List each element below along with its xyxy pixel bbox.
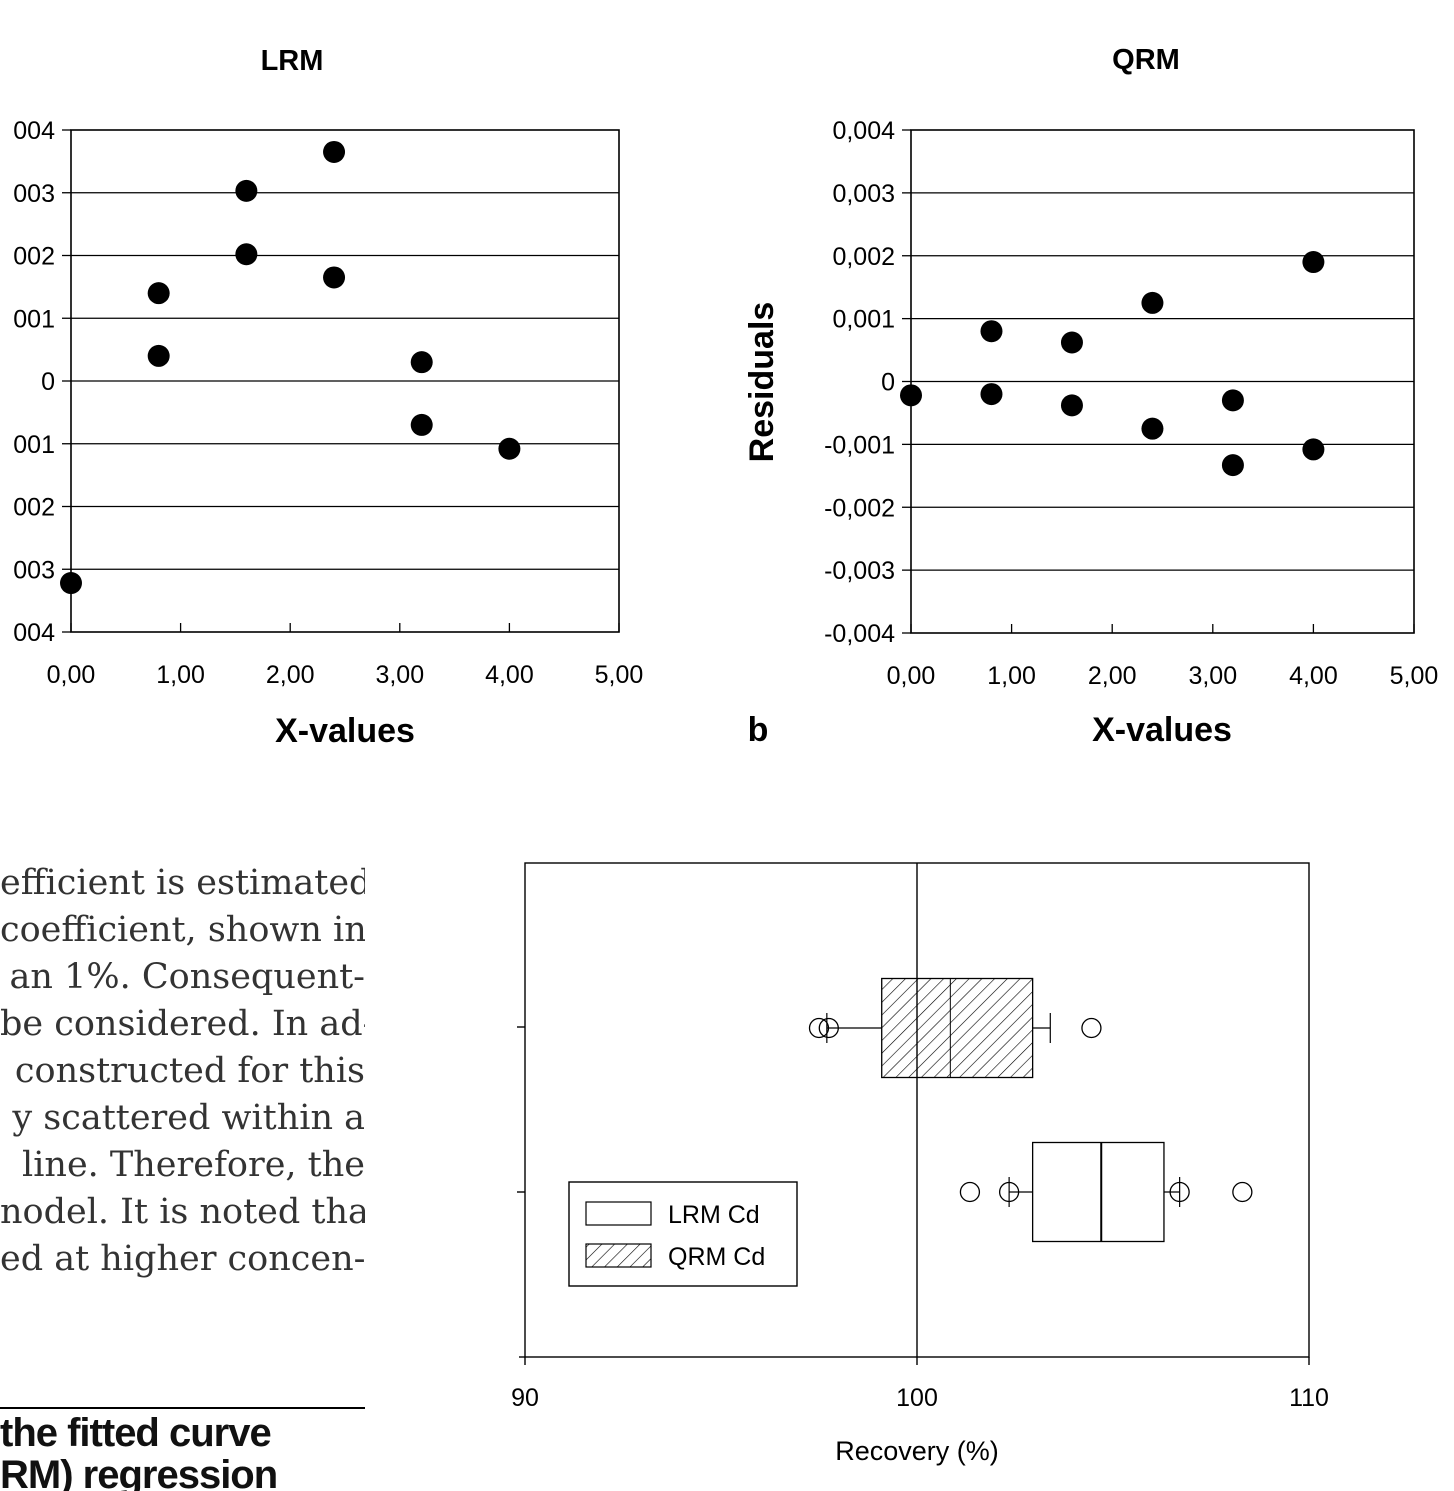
body-text-line: line. Therefore, the bbox=[22, 1145, 365, 1185]
body-text-line: ed at higher concen- bbox=[0, 1239, 365, 1279]
data-point bbox=[900, 384, 922, 407]
legend-label-lrm-cd: LRM Cd bbox=[668, 1201, 760, 1229]
box-lrm-cd bbox=[959, 1141, 1253, 1243]
x-tick-label: 2,00 bbox=[1088, 662, 1137, 690]
caption-line: the fitted curve bbox=[0, 1412, 272, 1455]
body-text-line: y scattered within a bbox=[12, 1098, 365, 1138]
data-point bbox=[1221, 454, 1244, 477]
y-tick-label: 0,004 bbox=[832, 117, 895, 145]
x-tick-label: 0,00 bbox=[887, 662, 936, 690]
data-point bbox=[147, 344, 170, 367]
y-tick-label: 001 bbox=[13, 431, 55, 459]
y-tick-label: 0,001 bbox=[832, 306, 895, 334]
data-point bbox=[323, 266, 346, 289]
box-plot-x-axis-label: Recovery (%) bbox=[835, 1436, 999, 1466]
y-tick-label: -0,001 bbox=[824, 431, 895, 459]
outlier-point bbox=[959, 1181, 981, 1203]
x-tick-label: 5,00 bbox=[1390, 662, 1439, 690]
body-text-line: be considered. In ad- bbox=[0, 1004, 365, 1044]
box-iqr bbox=[881, 977, 1034, 1079]
qrm-y-axis-label: Residuals bbox=[743, 302, 781, 463]
x-tick-label: 1,00 bbox=[987, 662, 1036, 690]
recovery-box-plot: 90 100 110 Recovery (%) LRM Cd QRM Cd bbox=[511, 862, 1329, 1466]
box-iqr bbox=[1031, 1141, 1165, 1243]
data-point bbox=[323, 140, 346, 163]
data-point bbox=[1302, 438, 1325, 461]
body-text-line: nodel. It is noted that bbox=[0, 1192, 365, 1232]
outlier-point bbox=[818, 1017, 839, 1039]
y-tick-label: 0 bbox=[41, 368, 55, 396]
data-point bbox=[498, 437, 521, 460]
legend-swatch-qrm-cd bbox=[585, 1243, 652, 1268]
x-tick-label: 100 bbox=[896, 1384, 938, 1412]
y-tick-label: 003 bbox=[13, 180, 55, 208]
y-tick-label: 001 bbox=[13, 305, 55, 333]
figure-caption: the fitted curve RM) regression bbox=[0, 1412, 365, 1491]
qrm-x-axis-label: X-values bbox=[1092, 711, 1232, 749]
data-point bbox=[1141, 291, 1164, 314]
lrm-x-axis-label: X-values bbox=[275, 712, 415, 750]
body-text-line: an 1%. Consequent- bbox=[9, 957, 365, 997]
body-text-line: coefficient, shown in bbox=[0, 910, 365, 950]
body-text-line: efficient is estimated. bbox=[0, 863, 365, 903]
y-tick-label: 0,002 bbox=[832, 243, 895, 271]
x-tick-label: 2,00 bbox=[266, 661, 315, 689]
data-point bbox=[1060, 394, 1083, 417]
y-tick-label: 0 bbox=[881, 369, 895, 397]
data-point bbox=[1060, 331, 1083, 354]
data-point bbox=[147, 282, 170, 305]
x-tick-label: 5,00 bbox=[595, 661, 644, 689]
data-point bbox=[1141, 417, 1164, 440]
x-tick-label: 1,00 bbox=[156, 661, 205, 689]
data-point bbox=[410, 413, 433, 436]
lrm-chart-title: LRM bbox=[261, 45, 324, 77]
data-point bbox=[235, 243, 258, 266]
legend-frame bbox=[568, 1181, 798, 1287]
qrm-residual-chart: QRM 0,004 0,003 0,002 0,001 0 -0,001 -0,002 -0,… bbox=[743, 44, 1438, 749]
y-tick-label: 004 bbox=[13, 619, 55, 647]
y-tick-label: 004 bbox=[13, 117, 55, 145]
box-plot-legend: LRM Cd QRM Cd bbox=[568, 1181, 798, 1287]
x-tick-label: 90 bbox=[511, 1384, 539, 1412]
y-tick-label: 002 bbox=[13, 494, 55, 522]
qrm-chart-title: QRM bbox=[1112, 44, 1180, 76]
y-tick-label: 0,003 bbox=[832, 180, 895, 208]
data-point bbox=[1302, 251, 1325, 274]
y-tick-label: 002 bbox=[13, 243, 55, 271]
x-tick-label: 110 bbox=[1289, 1384, 1329, 1412]
panel-b-letter: b bbox=[748, 711, 769, 749]
y-tick-label: 003 bbox=[13, 556, 55, 584]
lrm-residual-chart: LRM 004 003 002 001 0 001 002 003 004 0,00 1,00 2,… bbox=[13, 45, 643, 750]
x-tick-label: 3,00 bbox=[375, 661, 424, 689]
outlier-point bbox=[998, 1181, 1020, 1203]
y-tick-label: -0,004 bbox=[824, 620, 895, 648]
caption-line: RM) regression bbox=[0, 1453, 278, 1491]
box-qrm-cd bbox=[808, 977, 1102, 1079]
outlier-point bbox=[1081, 1017, 1102, 1039]
outlier-point bbox=[1232, 1181, 1253, 1203]
x-tick-label: 0,00 bbox=[47, 661, 96, 689]
x-tick-label: 3,00 bbox=[1188, 662, 1237, 690]
y-tick-label: -0,003 bbox=[824, 557, 895, 585]
caption-rule bbox=[0, 1407, 365, 1409]
data-point bbox=[980, 320, 1003, 343]
body-text-column: efficient is estimated. coefficient, sho… bbox=[0, 860, 365, 1300]
y-tick-label: -0,002 bbox=[824, 494, 895, 522]
legend-swatch-lrm-cd bbox=[585, 1201, 652, 1226]
data-point bbox=[980, 383, 1003, 406]
data-point bbox=[235, 179, 258, 202]
x-tick-label: 4,00 bbox=[485, 661, 534, 689]
body-text-line: constructed for this bbox=[14, 1051, 365, 1091]
x-tick-label: 4,00 bbox=[1289, 662, 1338, 690]
data-point bbox=[60, 572, 82, 595]
data-point bbox=[1221, 389, 1244, 412]
outlier-point bbox=[808, 1017, 830, 1039]
legend-label-qrm-cd: QRM Cd bbox=[668, 1243, 765, 1271]
outlier-point bbox=[1169, 1181, 1190, 1203]
data-point bbox=[410, 351, 433, 374]
